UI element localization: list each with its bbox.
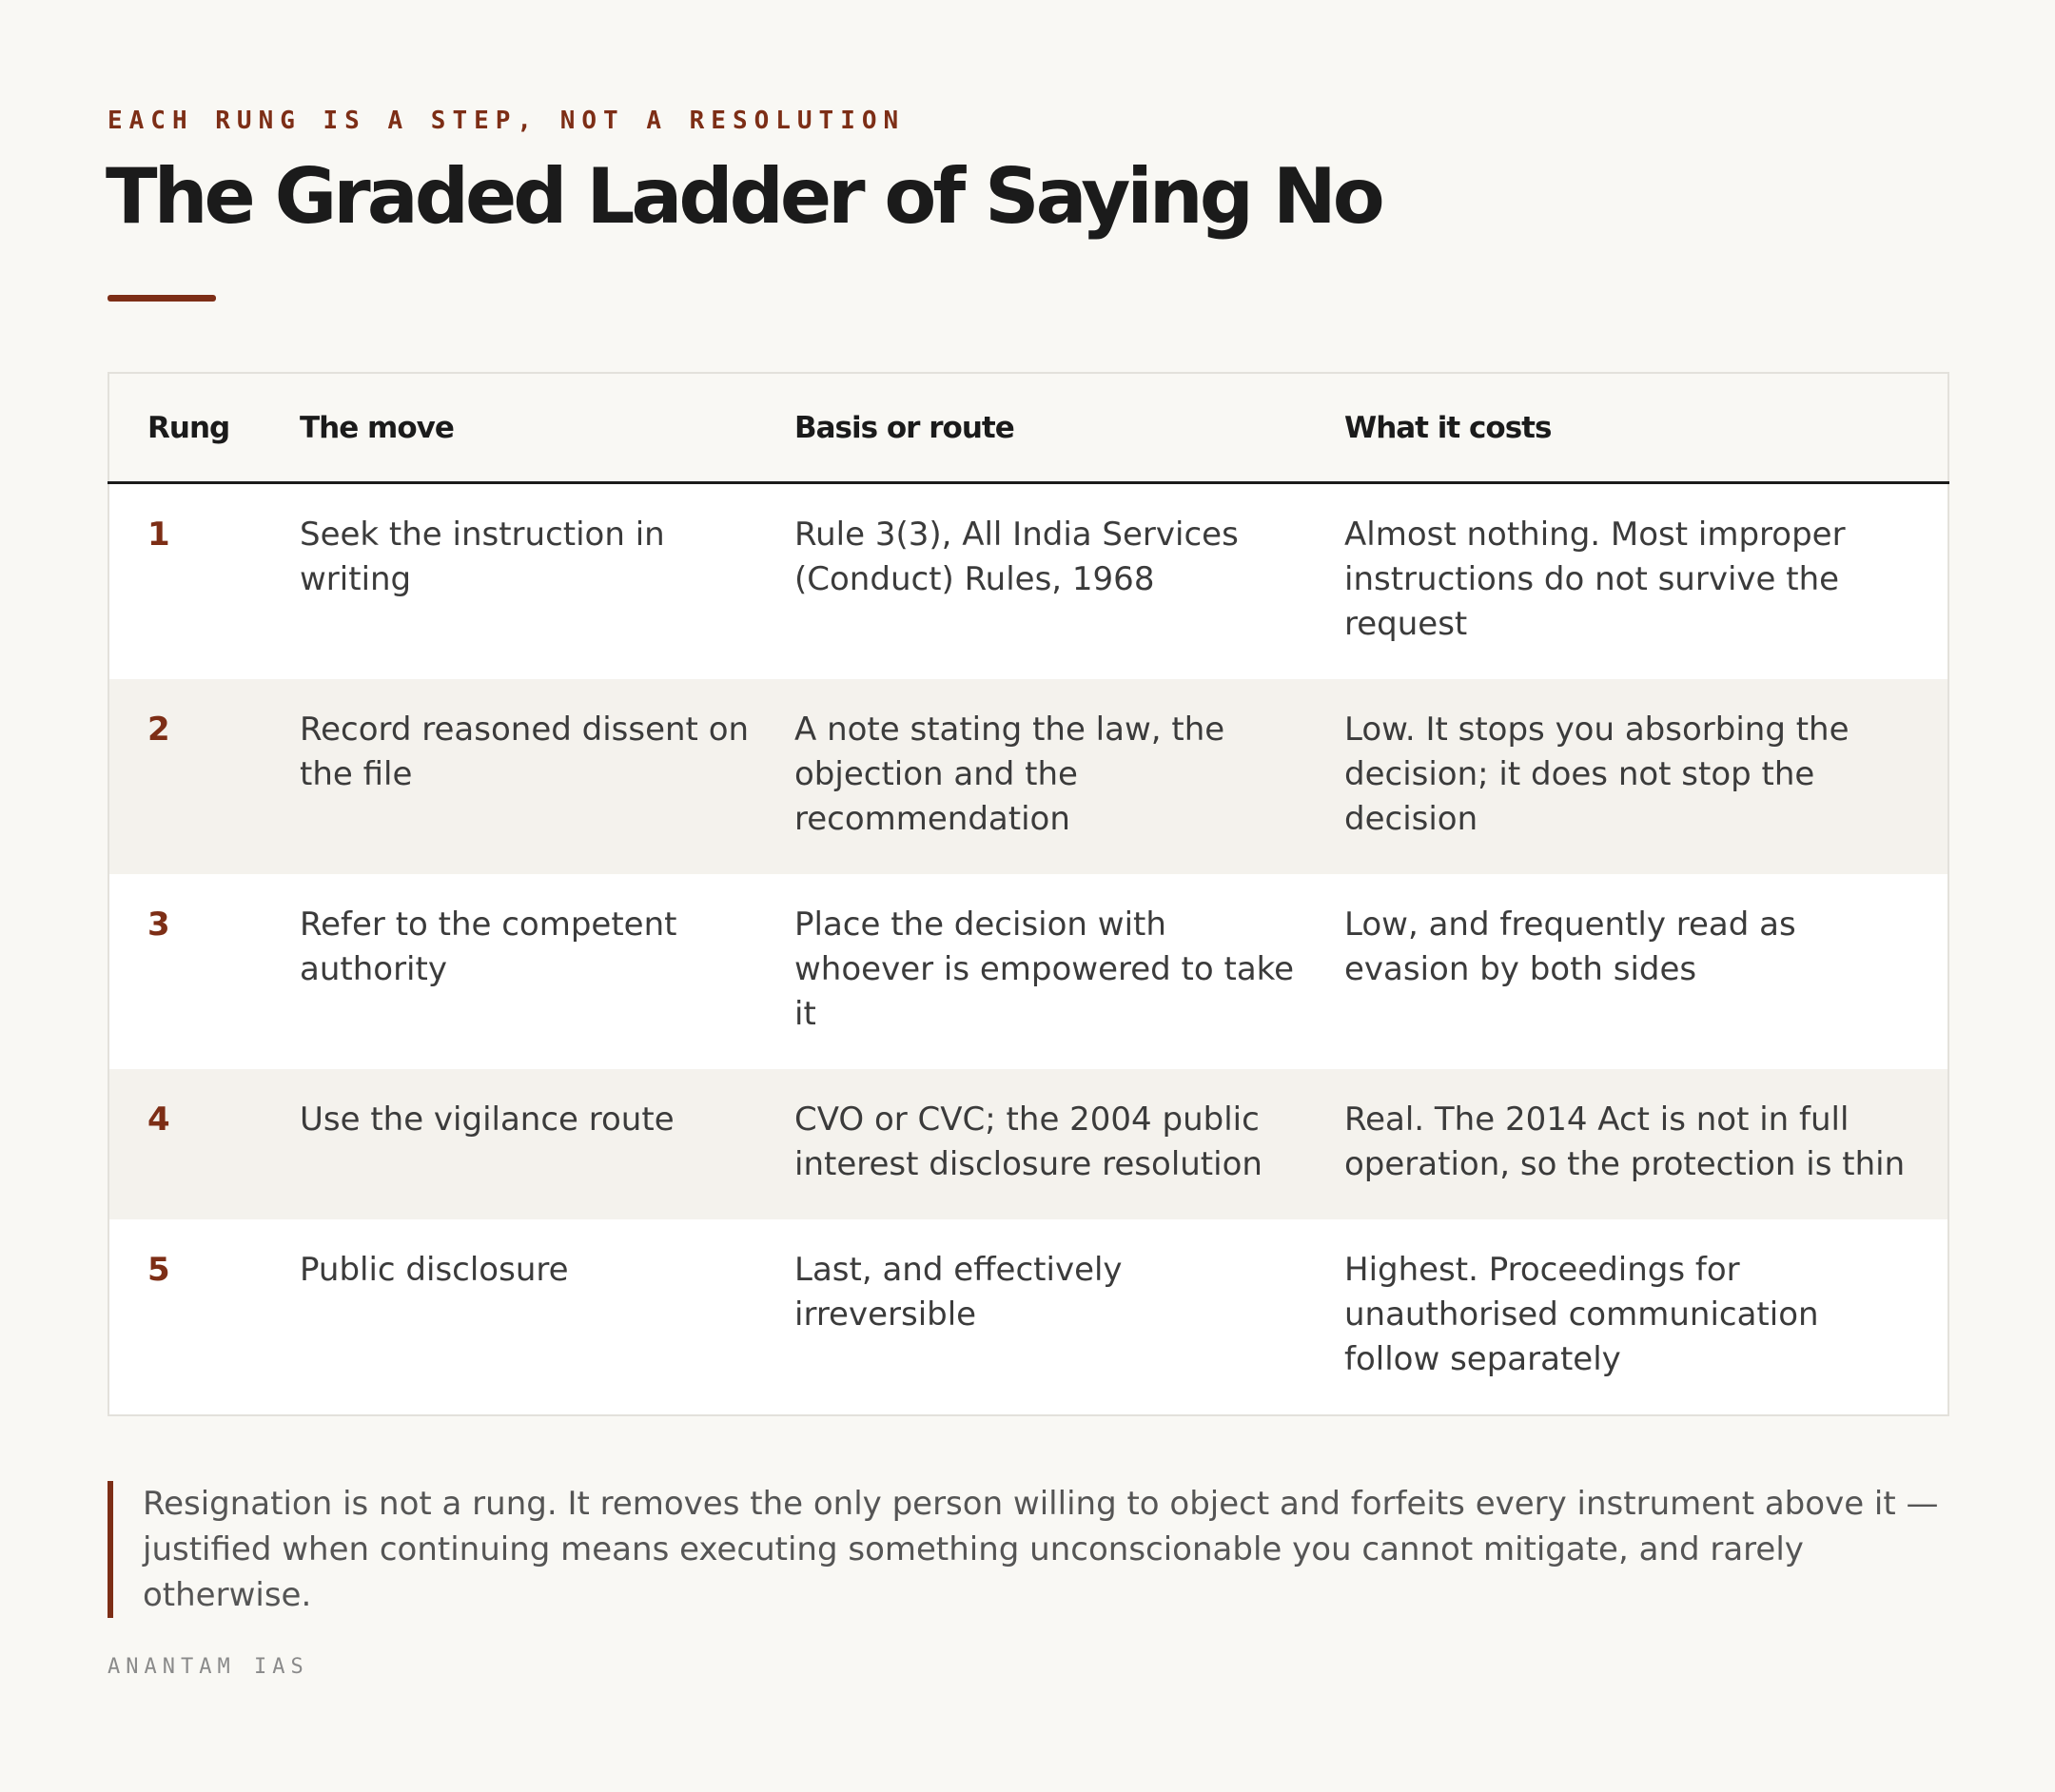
title: The Graded Ladder of Saying No	[106, 152, 1385, 241]
note: Resignation is not a rung. It removes th…	[108, 1481, 1979, 1618]
table-cell: Low. It stops you absorbing the decision…	[1344, 679, 1948, 874]
table-row: 5 Public disclosure Last, and effectively …	[108, 1219, 1948, 1415]
table-row: 2 Record reasoned dissent on the file A no…	[108, 679, 1948, 874]
table-cell: Highest. Proceedings for unauthorised co…	[1344, 1219, 1948, 1415]
table-cell: Rule 3(3), All India Services (Conduct) …	[794, 482, 1344, 679]
column-header: Rung	[108, 373, 300, 484]
table-cell: Record reasoned dissent on the file	[300, 679, 794, 874]
table-body: 1 Seek the instruction in writing Rule 3(3…	[108, 482, 1948, 1415]
table-cell: Almost nothing. Most improper instructio…	[1344, 482, 1948, 679]
rung-number: 3	[108, 874, 300, 1069]
header-row: Rung The move Basis or route What it costs	[108, 373, 1948, 484]
table-cell: Low, and frequently read as evasion by b…	[1344, 874, 1948, 1069]
table-row: 3 Refer to the competent authority Place t…	[108, 874, 1948, 1069]
rung-number: 5	[108, 1219, 300, 1415]
table-cell: Real. The 2014 Act is not in full operat…	[1344, 1069, 1948, 1219]
rung-number: 4	[108, 1069, 300, 1219]
ladder-table: Rung The move Basis or route What it costs …	[108, 372, 1949, 1416]
table-cell: Use the vigilance route	[300, 1069, 794, 1219]
table-cell: A note stating the law, the objection an…	[794, 679, 1344, 874]
rung-number: 1	[108, 482, 300, 679]
table-cell: Last, and effectively irreversible	[794, 1219, 1344, 1415]
table-cell: Place the decision with whoever is empow…	[794, 874, 1344, 1069]
eyebrow: EACH RUNG IS A STEP, NOT A RESOLUTION	[108, 107, 906, 135]
column-header: Basis or route	[794, 373, 1344, 484]
table-cell: Refer to the competent authority	[300, 874, 794, 1069]
table-cell: Seek the instruction in writing	[300, 482, 794, 679]
accent-rule	[108, 295, 216, 302]
table-row: 1 Seek the instruction in writing Rule 3(3…	[108, 482, 1948, 679]
footer: ANANTAM IAS	[108, 1655, 309, 1679]
column-header: The move	[300, 373, 794, 484]
table-cell: Public disclosure	[300, 1219, 794, 1415]
table-row: 4 Use the vigilance route CVO or CVC; the …	[108, 1069, 1948, 1219]
table-cell: CVO or CVC; the 2004 public interest dis…	[794, 1069, 1344, 1219]
column-header: What it costs	[1344, 373, 1948, 484]
rung-number: 2	[108, 679, 300, 874]
